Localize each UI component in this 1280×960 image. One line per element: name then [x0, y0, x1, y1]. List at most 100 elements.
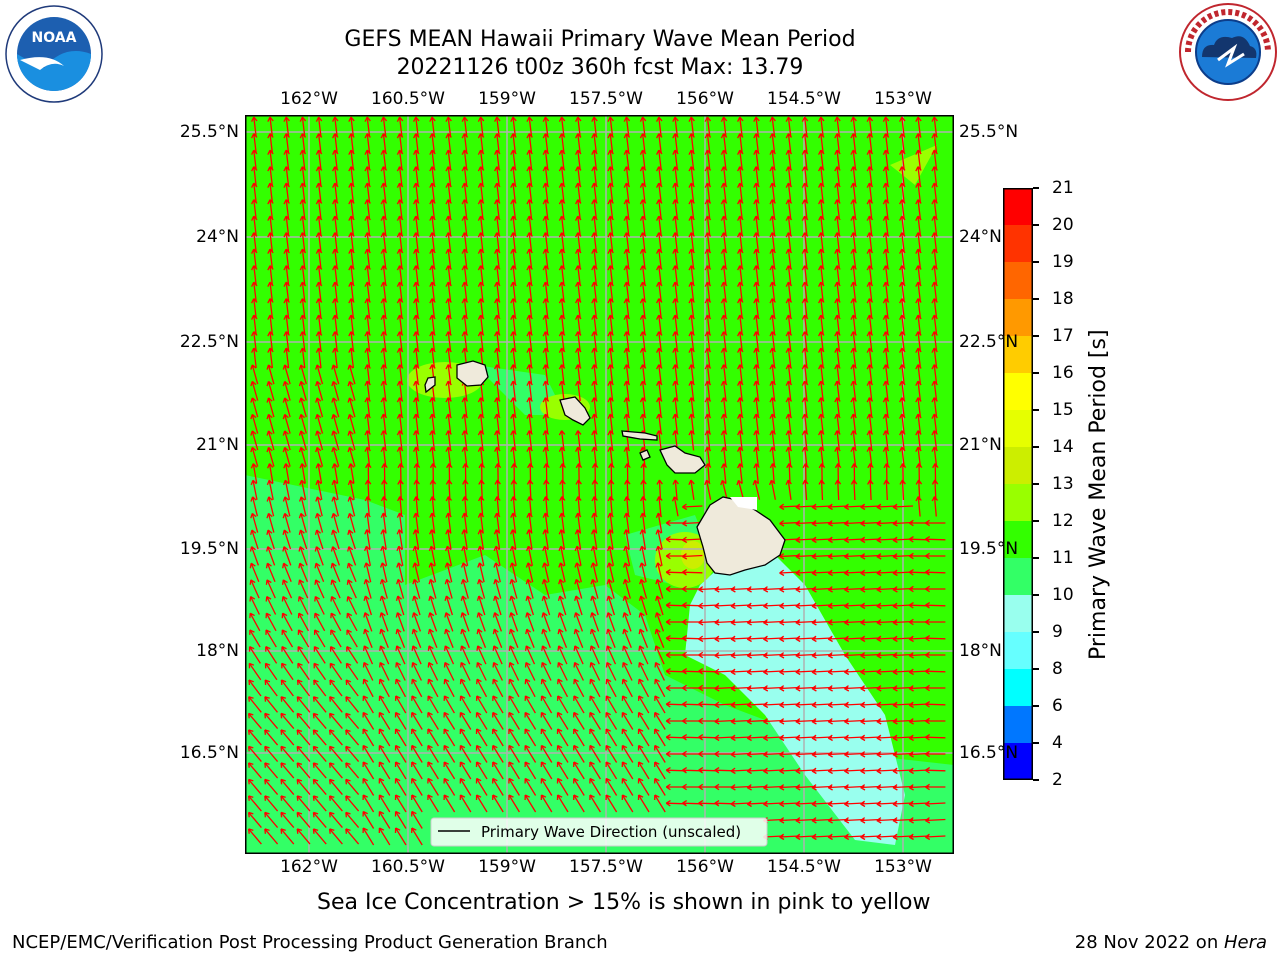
wave-direction-arrow: [445, 149, 452, 170]
wave-direction-arrow: [801, 116, 809, 137]
wave-direction-arrow: [621, 711, 634, 730]
wave-direction-arrow: [542, 116, 550, 137]
wave-direction-arrow: [801, 331, 809, 352]
wave-direction-arrow: [785, 215, 793, 236]
wave-direction-arrow: [477, 265, 485, 286]
wave-direction-arrow: [313, 679, 327, 697]
wave-direction-arrow: [267, 182, 274, 203]
wave-direction-arrow: [298, 512, 307, 533]
wave-direction-arrow: [737, 232, 744, 253]
wave-direction-arrow: [785, 248, 793, 269]
wave-direction-arrow: [655, 529, 663, 550]
wave-direction-arrow: [899, 166, 906, 187]
wave-direction-arrow: [281, 662, 294, 681]
wave-direction-arrow: [557, 661, 568, 681]
wave-direction-arrow: [639, 331, 647, 352]
wave-direction-arrow: [413, 314, 420, 335]
wave-direction-arrow: [607, 430, 614, 451]
wave-direction-arrow: [461, 512, 468, 533]
wave-direction-arrow: [494, 314, 501, 335]
wave-direction-arrow: [427, 728, 439, 747]
wave-direction-arrow: [510, 397, 517, 418]
wave-direction-arrow: [312, 828, 327, 845]
wave-direction-arrow: [605, 777, 618, 796]
wave-direction-arrow: [510, 265, 517, 286]
colorbar-bin: [1003, 743, 1033, 780]
wave-direction-arrow: [412, 545, 420, 566]
wave-direction-arrow: [737, 463, 744, 484]
wave-direction-arrow: [818, 380, 825, 401]
wave-direction-arrow: [899, 199, 906, 220]
wave-direction-arrow: [494, 215, 501, 236]
wave-direction-arrow: [688, 281, 695, 302]
wave-direction-arrow: [364, 149, 371, 170]
wave-direction-arrow: [834, 364, 841, 385]
wave-direction-arrow: [394, 810, 407, 829]
wave-direction-arrow: [460, 661, 471, 681]
wave-direction-arrow: [671, 496, 679, 517]
wave-direction-arrow: [250, 446, 259, 467]
wave-direction-arrow: [297, 612, 309, 632]
wave-direction-arrow: [526, 149, 533, 170]
wave-direction-arrow: [428, 612, 438, 632]
wave-direction-arrow: [445, 232, 452, 253]
wave-direction-arrow: [818, 199, 825, 220]
wave-direction-arrow: [526, 314, 533, 335]
wave-direction-arrow: [492, 612, 503, 632]
wave-direction-arrow: [347, 463, 355, 484]
wave-direction-arrow: [411, 794, 423, 813]
colorbar-bin: [1003, 299, 1033, 337]
wave-direction-arrow: [443, 744, 456, 763]
wave-direction-arrow: [925, 519, 946, 527]
wave-direction-arrow: [396, 364, 404, 385]
wave-direction-arrow: [460, 645, 471, 665]
wave-direction-arrow: [542, 265, 550, 286]
wave-direction-arrow: [915, 248, 922, 269]
wave-direction-arrow: [915, 380, 922, 401]
wave-direction-arrow: [931, 199, 938, 220]
wave-direction-arrow: [315, 298, 323, 319]
wave-direction-arrow: [475, 794, 488, 813]
wave-direction-arrow: [266, 463, 274, 484]
wave-direction-arrow: [605, 695, 617, 714]
wave-direction-arrow: [866, 331, 874, 352]
wave-direction-arrow: [411, 827, 423, 846]
wave-direction-arrow: [312, 696, 327, 713]
wave-direction-arrow: [654, 728, 666, 747]
wave-direction-arrow: [737, 166, 744, 187]
wave-direction-arrow: [299, 199, 307, 220]
colorbar-tick-mark: [1033, 224, 1039, 226]
wave-direction-arrow: [850, 347, 857, 368]
wave-direction-arrow: [364, 248, 371, 269]
wave-direction-arrow: [899, 446, 906, 467]
wave-direction-arrow: [573, 777, 585, 796]
wave-direction-arrow: [312, 729, 327, 746]
wave-direction-arrow: [328, 795, 343, 812]
wave-direction-arrow: [656, 479, 663, 501]
footer-producer: NCEP/EMC/Verification Post Processing Pr…: [12, 932, 608, 953]
wave-direction-arrow: [378, 678, 390, 698]
wave-direction-arrow: [526, 232, 533, 253]
wave-direction-arrow: [525, 595, 535, 616]
wave-direction-arrow: [429, 347, 436, 368]
wave-direction-arrow: [476, 612, 486, 632]
wave-direction-arrow: [265, 612, 277, 632]
wave-direction-arrow: [882, 248, 890, 269]
wave-direction-arrow: [525, 562, 534, 583]
wave-direction-arrow: [623, 529, 630, 550]
wave-direction-arrow: [753, 314, 760, 335]
wave-direction-arrow: [412, 578, 421, 599]
wave-direction-arrow: [606, 578, 615, 599]
lon-label-bottom: 156°W: [676, 857, 734, 877]
wave-direction-arrow: [395, 661, 406, 681]
wave-direction-arrow: [331, 364, 340, 385]
wave-direction-arrow: [247, 762, 262, 779]
wave-direction-arrow: [607, 281, 614, 302]
wave-direction-arrow: [411, 678, 423, 698]
wave-direction-arrow: [785, 380, 793, 401]
colorbar-tick-mark: [1033, 372, 1039, 374]
wave-direction-arrow: [299, 182, 307, 203]
wave-direction-arrow: [818, 479, 825, 501]
wave-direction-arrow: [559, 479, 566, 501]
wave-direction-arrow: [331, 397, 340, 418]
